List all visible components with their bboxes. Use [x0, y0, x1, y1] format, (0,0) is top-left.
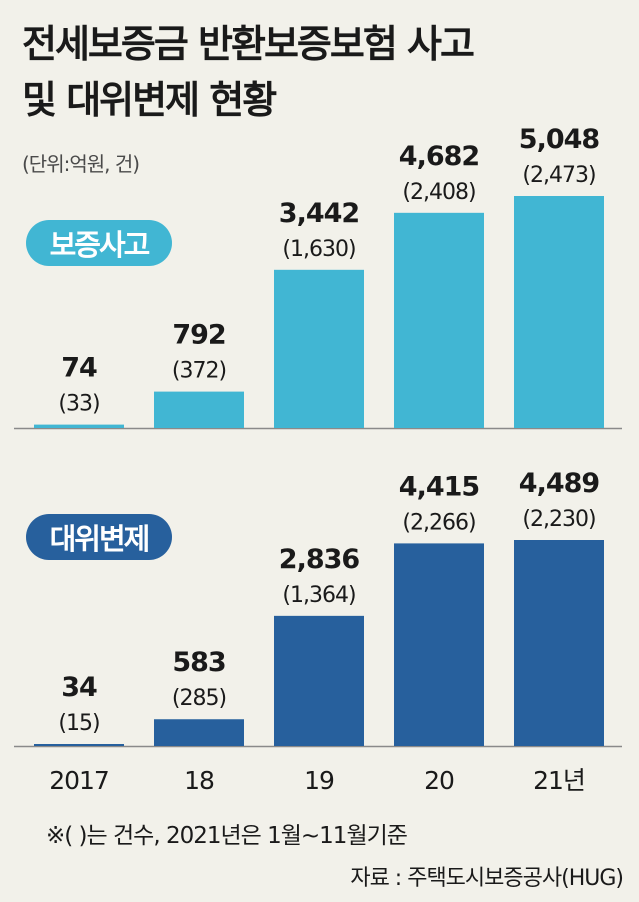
accident-bar — [274, 269, 364, 428]
chart-title: 전세보증금 반환보증보험 사고 및 대위변제 현황 — [22, 16, 622, 128]
x-tick-label: 20 — [424, 766, 454, 795]
subrogation-bar — [514, 540, 604, 746]
accident-count-label: (372) — [172, 359, 226, 384]
accident-count-label: (1,630) — [282, 237, 355, 262]
x-tick-label: 19 — [304, 766, 334, 795]
accident-bar — [34, 424, 124, 428]
unit-label: (단위:억원, 건) — [22, 152, 140, 176]
accident-series-label: 보증사고 — [26, 220, 172, 266]
source-note: 자료 : 주택도시보증공사(HUG) — [350, 866, 624, 891]
accident-bar — [154, 391, 244, 428]
subrogation-bar — [274, 615, 364, 746]
subrogation-bar — [34, 744, 124, 746]
accident-value-label: 5,048 — [519, 124, 600, 155]
subrogation-series-label: 대위변제 — [26, 514, 172, 560]
subrogation-value-label: 2,836 — [279, 544, 360, 575]
accident-count-label: (2,473) — [522, 163, 595, 188]
title-line-1: 전세보증금 반환보증보험 사고 — [22, 22, 475, 66]
x-tick-label: 21년 — [533, 766, 585, 795]
subrogation-bar — [394, 543, 484, 746]
accident-count-label: (33) — [58, 392, 99, 417]
subrogation-bar — [154, 719, 244, 746]
accident-value-label: 4,682 — [399, 141, 479, 172]
accident-count-label: (2,408) — [402, 180, 475, 205]
title-line-2: 및 대위변제 현황 — [22, 78, 277, 122]
x-tick-label: 18 — [184, 766, 214, 795]
subrogation-count-label: (1,364) — [282, 583, 355, 608]
accident-bar — [514, 196, 604, 428]
x-tick-label: 2017 — [49, 766, 109, 795]
subrogation-value-label: 4,415 — [399, 471, 479, 502]
subrogation-value-label: 4,489 — [519, 468, 600, 499]
subrogation-value-label: 583 — [172, 647, 225, 678]
accident-value-label: 3,442 — [279, 198, 359, 229]
accident-value-label: 74 — [61, 353, 97, 384]
accident-bar — [394, 212, 484, 428]
subrogation-count-label: (2,266) — [402, 510, 475, 535]
accident-value-label: 792 — [172, 320, 225, 351]
subrogation-count-label: (15) — [58, 711, 99, 736]
subrogation-count-label: (285) — [172, 686, 226, 711]
subrogation-count-label: (2,230) — [522, 507, 595, 532]
subrogation-value-label: 34 — [61, 672, 97, 703]
footnote: ※( )는 건수, 2021년은 1월~11월기준 — [46, 823, 408, 849]
